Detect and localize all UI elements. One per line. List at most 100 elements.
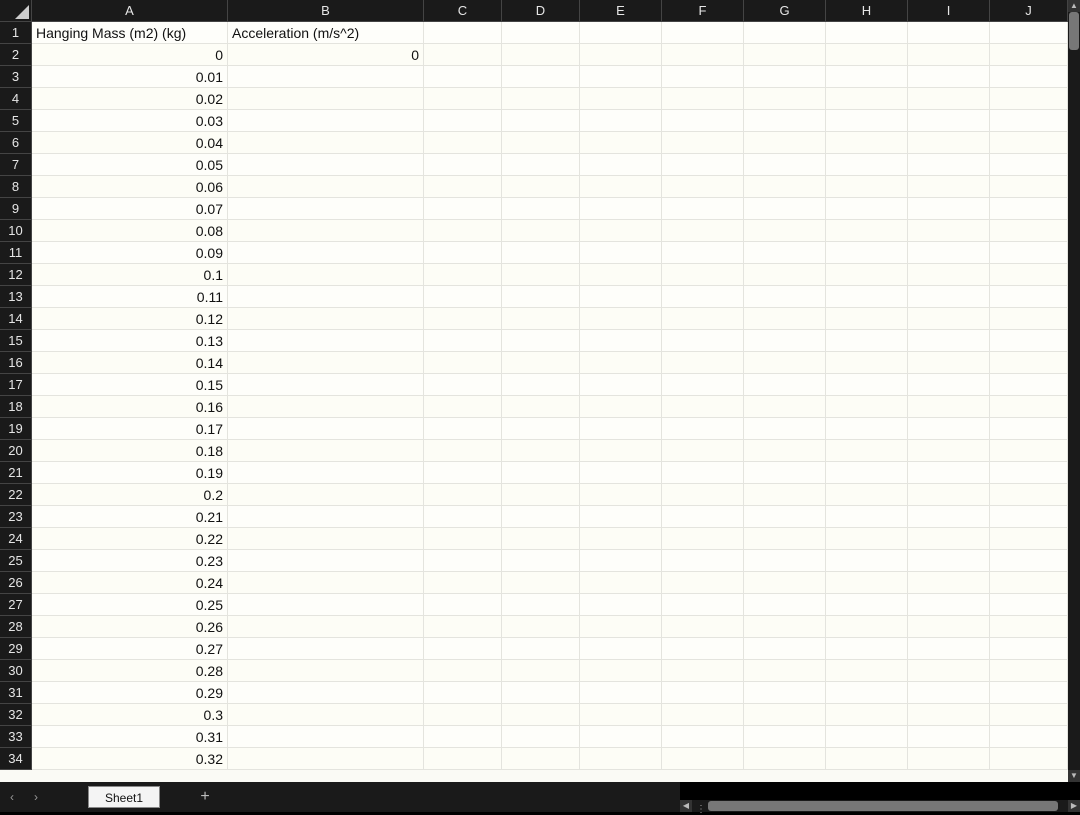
cell-B10[interactable]: [228, 220, 424, 242]
row-header-19[interactable]: 19: [0, 418, 32, 440]
cell-A20[interactable]: 0.18: [32, 440, 228, 462]
cell-G27[interactable]: [744, 594, 826, 616]
cell-G1[interactable]: [744, 22, 826, 44]
cell-I30[interactable]: [908, 660, 990, 682]
cell-G6[interactable]: [744, 132, 826, 154]
cell-A16[interactable]: 0.14: [32, 352, 228, 374]
row-header-5[interactable]: 5: [0, 110, 32, 132]
cell-B26[interactable]: [228, 572, 424, 594]
cell-B24[interactable]: [228, 528, 424, 550]
cell-E27[interactable]: [580, 594, 662, 616]
cell-J9[interactable]: [990, 198, 1068, 220]
cell-J6[interactable]: [990, 132, 1068, 154]
cell-F18[interactable]: [662, 396, 744, 418]
cell-D23[interactable]: [502, 506, 580, 528]
cell-J3[interactable]: [990, 66, 1068, 88]
row-header-16[interactable]: 16: [0, 352, 32, 374]
cell-D25[interactable]: [502, 550, 580, 572]
cell-H9[interactable]: [826, 198, 908, 220]
cell-I24[interactable]: [908, 528, 990, 550]
cell-A11[interactable]: 0.09: [32, 242, 228, 264]
cell-J4[interactable]: [990, 88, 1068, 110]
cell-B3[interactable]: [228, 66, 424, 88]
cell-J14[interactable]: [990, 308, 1068, 330]
cell-D8[interactable]: [502, 176, 580, 198]
cell-B20[interactable]: [228, 440, 424, 462]
cell-H16[interactable]: [826, 352, 908, 374]
cell-A27[interactable]: 0.25: [32, 594, 228, 616]
cell-H12[interactable]: [826, 264, 908, 286]
cell-E34[interactable]: [580, 748, 662, 770]
cell-F22[interactable]: [662, 484, 744, 506]
cell-F32[interactable]: [662, 704, 744, 726]
cell-E9[interactable]: [580, 198, 662, 220]
cell-D16[interactable]: [502, 352, 580, 374]
cell-C9[interactable]: [424, 198, 502, 220]
cell-G16[interactable]: [744, 352, 826, 374]
cell-J10[interactable]: [990, 220, 1068, 242]
cell-E7[interactable]: [580, 154, 662, 176]
cell-A12[interactable]: 0.1: [32, 264, 228, 286]
cell-C12[interactable]: [424, 264, 502, 286]
cell-E26[interactable]: [580, 572, 662, 594]
cell-J19[interactable]: [990, 418, 1068, 440]
cell-B25[interactable]: [228, 550, 424, 572]
row-header-27[interactable]: 27: [0, 594, 32, 616]
row-header-7[interactable]: 7: [0, 154, 32, 176]
cell-I14[interactable]: [908, 308, 990, 330]
cell-F34[interactable]: [662, 748, 744, 770]
cell-G10[interactable]: [744, 220, 826, 242]
cell-B15[interactable]: [228, 330, 424, 352]
row-header-3[interactable]: 3: [0, 66, 32, 88]
cell-B11[interactable]: [228, 242, 424, 264]
cell-I27[interactable]: [908, 594, 990, 616]
cell-B21[interactable]: [228, 462, 424, 484]
vertical-scrollbar[interactable]: ▲ ▼: [1068, 0, 1080, 782]
cell-E30[interactable]: [580, 660, 662, 682]
cell-J7[interactable]: [990, 154, 1068, 176]
cell-H22[interactable]: [826, 484, 908, 506]
cell-J23[interactable]: [990, 506, 1068, 528]
row-header-34[interactable]: 34: [0, 748, 32, 770]
cell-F17[interactable]: [662, 374, 744, 396]
cell-E14[interactable]: [580, 308, 662, 330]
cell-F2[interactable]: [662, 44, 744, 66]
cell-D21[interactable]: [502, 462, 580, 484]
cell-H5[interactable]: [826, 110, 908, 132]
cell-H3[interactable]: [826, 66, 908, 88]
tab-next-icon[interactable]: ›: [24, 782, 48, 812]
cell-C15[interactable]: [424, 330, 502, 352]
row-header-10[interactable]: 10: [0, 220, 32, 242]
cell-J29[interactable]: [990, 638, 1068, 660]
cell-A33[interactable]: 0.31: [32, 726, 228, 748]
cell-E6[interactable]: [580, 132, 662, 154]
cell-D1[interactable]: [502, 22, 580, 44]
row-header-21[interactable]: 21: [0, 462, 32, 484]
row-header-20[interactable]: 20: [0, 440, 32, 462]
cell-D17[interactable]: [502, 374, 580, 396]
cell-J21[interactable]: [990, 462, 1068, 484]
cell-C16[interactable]: [424, 352, 502, 374]
cell-B27[interactable]: [228, 594, 424, 616]
cell-F20[interactable]: [662, 440, 744, 462]
cell-A13[interactable]: 0.11: [32, 286, 228, 308]
cell-I20[interactable]: [908, 440, 990, 462]
cell-I25[interactable]: [908, 550, 990, 572]
cell-H21[interactable]: [826, 462, 908, 484]
cell-B13[interactable]: [228, 286, 424, 308]
row-header-30[interactable]: 30: [0, 660, 32, 682]
cell-H15[interactable]: [826, 330, 908, 352]
cell-I21[interactable]: [908, 462, 990, 484]
cell-F27[interactable]: [662, 594, 744, 616]
cell-G31[interactable]: [744, 682, 826, 704]
cell-F29[interactable]: [662, 638, 744, 660]
cell-I16[interactable]: [908, 352, 990, 374]
cell-C31[interactable]: [424, 682, 502, 704]
cell-A18[interactable]: 0.16: [32, 396, 228, 418]
cell-E19[interactable]: [580, 418, 662, 440]
cell-C1[interactable]: [424, 22, 502, 44]
cell-E21[interactable]: [580, 462, 662, 484]
cell-B28[interactable]: [228, 616, 424, 638]
cell-B8[interactable]: [228, 176, 424, 198]
column-header-B[interactable]: B: [228, 0, 424, 22]
